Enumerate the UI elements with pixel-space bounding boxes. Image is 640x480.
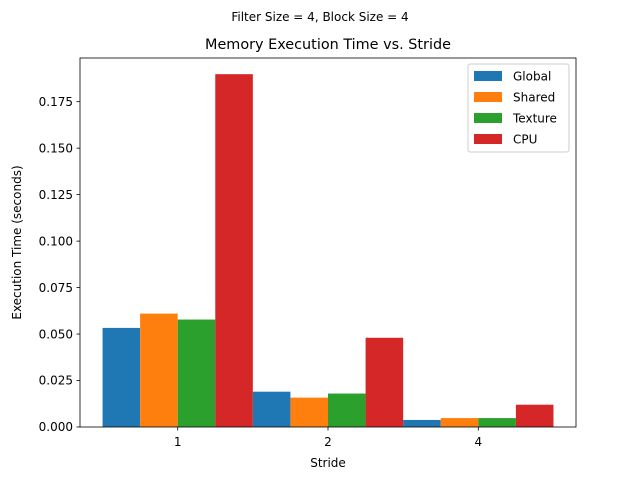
chart-suptitle: Filter Size = 4, Block Size = 4 (231, 10, 408, 24)
legend-frame (467, 63, 570, 153)
bar-global-2 (252, 391, 291, 427)
bar-global-4 (403, 419, 441, 427)
bar-texture-1 (177, 319, 216, 427)
y-axis-ticks: 0.000 0.025 0.050 0.075 0.100 0.125 0.150 0.175 (39, 95, 80, 434)
bar-shared-2 (290, 397, 328, 427)
chart-title: Memory Execution Time vs. Stride (205, 37, 451, 53)
y-tick-label: 0.050 (39, 327, 73, 341)
legend-swatch-texture (474, 113, 502, 123)
bar-cpu-1 (215, 74, 253, 428)
bar-cpu-4 (515, 404, 554, 427)
bar-texture-4 (478, 418, 516, 427)
legend: Global Shared Texture CPU (467, 63, 570, 153)
plot-area-frame (79, 57, 577, 428)
bar-shared-4 (440, 418, 479, 427)
bars-layer (102, 74, 554, 428)
x-axis-ticks: 1 2 4 (174, 427, 482, 449)
bar-shared-1 (140, 313, 178, 427)
legend-label-shared: Shared (513, 91, 555, 105)
x-tick-label: 4 (474, 435, 482, 449)
y-tick-label: 0.025 (39, 374, 73, 388)
legend-swatch-global (474, 71, 502, 81)
y-tick-label: 0.125 (39, 188, 73, 202)
legend-label-cpu: CPU (513, 133, 537, 147)
y-axis-label: Execution Time (seconds) (10, 165, 24, 319)
x-axis-label: Stride (310, 456, 346, 470)
legend-swatch-shared (474, 92, 502, 102)
y-tick-label: 0.100 (39, 234, 73, 248)
y-tick-label: 0.175 (39, 95, 73, 109)
x-tick-label: 1 (174, 435, 182, 449)
bar-cpu-2 (365, 337, 404, 427)
y-tick-label: 0.000 (39, 420, 73, 434)
y-tick-label: 0.075 (39, 281, 73, 295)
y-tick-label: 0.150 (39, 141, 73, 155)
x-tick-label: 2 (324, 435, 332, 449)
bar-global-1 (102, 327, 141, 427)
legend-label-global: Global (513, 70, 551, 84)
legend-label-texture: Texture (512, 112, 557, 126)
legend-swatch-cpu (474, 134, 502, 144)
bar-texture-2 (328, 393, 366, 427)
